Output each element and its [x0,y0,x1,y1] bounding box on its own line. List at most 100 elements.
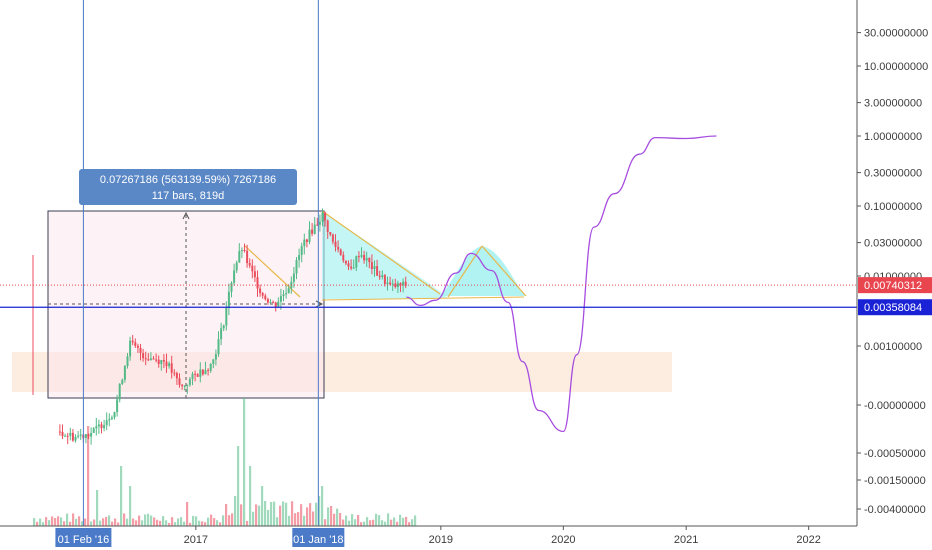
candle-body [118,383,121,400]
candle-body [196,374,199,377]
volume-bar [111,521,114,526]
projection-curve [406,135,717,433]
volume-bar [210,514,213,526]
candle-body [386,282,389,285]
candle-body [313,224,316,234]
price-tick-label: -0.00000000 [864,400,926,412]
volume-bar [81,521,84,526]
candle-body [110,417,113,420]
candle-body [326,220,329,233]
volume-bar [264,501,267,526]
candle-body [225,307,228,326]
candle-body [316,224,319,226]
cursor-lines [82,0,319,526]
time-tick-label: 2022 [796,534,820,546]
candle-body [144,358,147,360]
candle-body [235,262,238,271]
time-tick-label: 2019 [429,534,453,546]
volume-bar [234,496,237,526]
candle-body [368,258,371,263]
volume-bar [255,504,258,526]
candle-body [222,325,225,329]
volume-bar [261,486,264,526]
candle-body [394,283,397,288]
candle-body [399,283,402,286]
volume-bar [402,517,405,526]
volume-bar [330,506,333,526]
volume-bar [72,513,75,526]
volume-bar [186,502,189,526]
volume-bar [339,513,342,526]
candle-body [318,221,321,225]
volume-bar [279,505,282,526]
volume-bar [285,502,288,526]
candle-body [191,373,194,380]
triangle-upper-edge [321,210,441,295]
volume-bar [69,521,72,526]
time-tick-label: 2020 [551,534,575,546]
price-tick-label: 10.00000000 [864,61,928,73]
candle-body [100,424,103,429]
volume-bar [42,522,45,526]
candle-body [238,251,241,263]
volume-bar [153,517,156,526]
candle-body [251,265,254,272]
candle-body [378,275,381,278]
candle-body [344,260,347,264]
candle-body [342,254,345,261]
volume-bar [357,514,360,526]
volume-bar [348,520,351,526]
candle-body [240,250,243,252]
candle-body [298,254,301,261]
candle-body [204,370,207,375]
volume-bar [372,519,375,526]
candle-body [129,340,132,357]
price-tag [858,277,932,294]
candle-body [303,239,306,247]
tooltip-line2: 117 bars, 819d [152,190,225,202]
candle-body [209,363,212,371]
candle-body [139,347,142,354]
volume-bar [237,446,240,526]
candle-body [194,373,197,375]
candle-body [300,246,303,255]
volume-bar [270,502,273,526]
volume-bar [294,513,297,526]
volume-bar [291,501,294,526]
tooltip-box [79,169,297,205]
candle-body [230,282,233,292]
candle-body [324,212,327,221]
volume-bar [321,486,324,526]
volume-bar [345,515,348,526]
candle-body [152,358,155,360]
candle-body [90,432,93,437]
volume-bar [306,507,309,526]
price-tick-label: 3.00000000 [864,98,922,110]
candle-body [157,359,160,364]
candle-body [404,281,407,286]
volume-bar [396,521,399,526]
volume-bar [78,516,81,526]
price-tick-label: -0.00400000 [864,504,926,516]
candle-body [287,288,290,294]
volume-bar [129,486,132,526]
volume-bar [54,518,57,526]
volume-bar [351,514,354,526]
candle-body [277,301,280,307]
volume-bar [390,519,393,526]
candle-body [256,277,259,289]
candle-body [58,431,61,433]
candle-body [402,281,405,286]
volume-bar [75,518,78,526]
candle-body [181,384,184,387]
volume-bar [144,514,147,526]
volume-bar [120,466,123,526]
volume-bar [162,516,165,526]
candle-body [261,293,264,296]
projection-edge-left [447,245,483,298]
candle-body [305,239,308,242]
candle-body [183,385,186,387]
volume-bar [258,505,261,526]
